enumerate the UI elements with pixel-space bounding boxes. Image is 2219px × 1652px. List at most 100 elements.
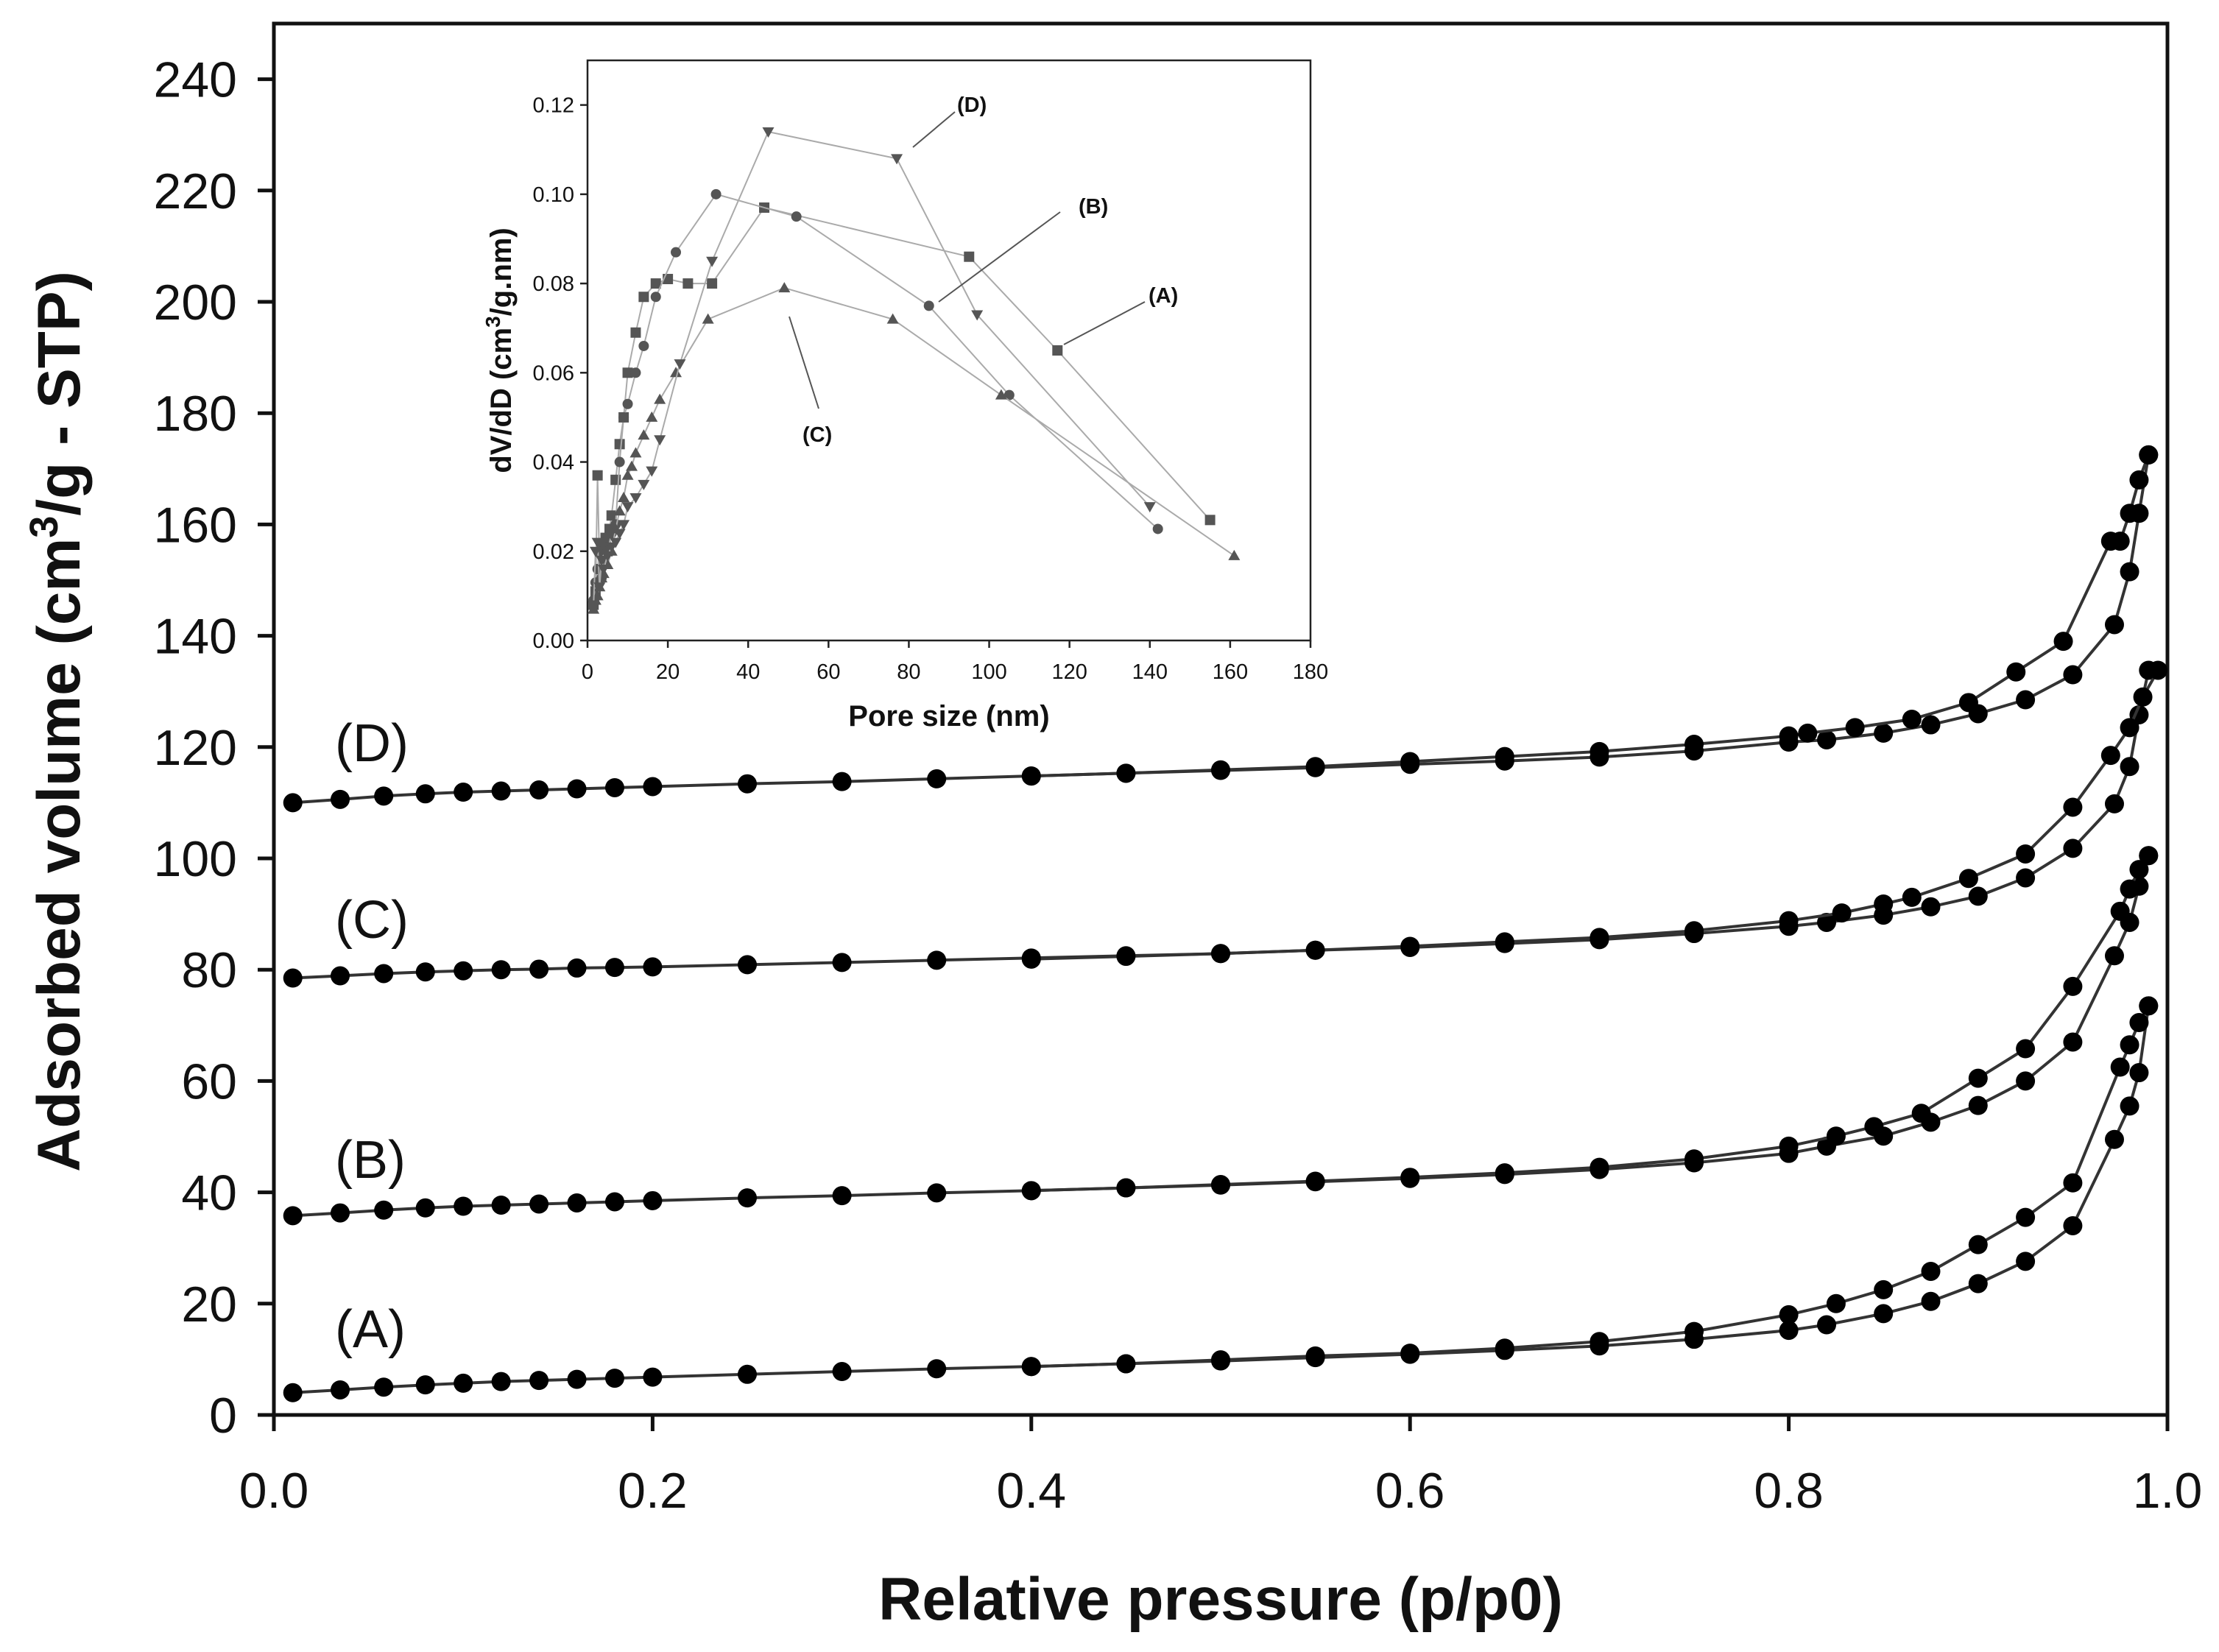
inset-data-point bbox=[596, 555, 608, 566]
main-data-point bbox=[1400, 1168, 1420, 1187]
main-y-tick-label: 80 bbox=[181, 942, 237, 998]
main-data-point bbox=[2016, 1071, 2036, 1091]
inset-data-point bbox=[614, 456, 625, 467]
inset-data-point bbox=[606, 510, 617, 521]
main-data-point bbox=[1968, 1274, 1988, 1293]
main-data-point bbox=[1400, 752, 1420, 772]
inset-series-label-a: (A) bbox=[1149, 284, 1178, 308]
inset-data-point bbox=[613, 529, 626, 540]
main-series-label-a: (A) bbox=[335, 1300, 406, 1359]
main-data-point bbox=[283, 1383, 303, 1402]
main-data-point bbox=[529, 1194, 549, 1214]
inset-data-point bbox=[638, 292, 649, 303]
main-data-point bbox=[567, 1369, 587, 1389]
main-y-tick-label: 120 bbox=[154, 720, 237, 776]
main-data-point bbox=[1826, 1293, 1846, 1313]
main-data-point bbox=[2016, 844, 2036, 864]
main-data-point bbox=[567, 779, 587, 799]
inset-data-point bbox=[629, 447, 642, 458]
main-data-point bbox=[1400, 936, 1420, 956]
inset-y-tick-label: 0.00 bbox=[533, 629, 574, 653]
main-data-point bbox=[1921, 1261, 1941, 1281]
main-data-point bbox=[491, 960, 511, 980]
main-data-point bbox=[567, 958, 587, 978]
main-data-point bbox=[2053, 632, 2073, 652]
main-data-point bbox=[1495, 932, 1514, 952]
main-data-point bbox=[1211, 1175, 1230, 1195]
inset-data-point bbox=[626, 460, 638, 471]
main-data-point bbox=[643, 1190, 663, 1210]
main-data-point bbox=[415, 1375, 435, 1395]
main-data-point bbox=[2100, 532, 2120, 551]
main-y-tick-label: 60 bbox=[181, 1053, 237, 1109]
main-data-point bbox=[604, 777, 624, 797]
main-data-point bbox=[2063, 665, 2083, 685]
inset-data-point bbox=[591, 537, 604, 548]
inset-data-point bbox=[702, 313, 714, 324]
main-data-point bbox=[2120, 504, 2139, 523]
main-data-point bbox=[2063, 1173, 2083, 1193]
main-data-point bbox=[1116, 763, 1136, 783]
inset-data-point bbox=[923, 300, 934, 311]
main-data-point bbox=[2016, 1207, 2036, 1227]
main-data-point bbox=[2016, 690, 2036, 710]
inset-x-tick-label: 40 bbox=[736, 660, 760, 684]
inset-data-point bbox=[1143, 502, 1156, 513]
inset-data-point bbox=[650, 292, 661, 303]
main-data-point bbox=[1826, 1126, 1846, 1146]
inset-data-point bbox=[589, 546, 602, 557]
main-data-point bbox=[491, 1372, 511, 1391]
main-data-point bbox=[2120, 757, 2139, 777]
main-y-tick-label: 40 bbox=[181, 1165, 237, 1221]
main-data-point bbox=[1305, 1171, 1325, 1191]
main-data-point bbox=[415, 1198, 435, 1218]
main-y-tick-label: 200 bbox=[154, 275, 237, 331]
main-y-tick-label: 140 bbox=[154, 609, 237, 665]
inset-y-tick-label: 0.02 bbox=[533, 540, 574, 564]
main-data-point bbox=[2063, 839, 2083, 858]
main-data-point bbox=[1921, 1291, 1941, 1311]
inset-data-point bbox=[964, 251, 975, 262]
main-data-point bbox=[738, 774, 757, 794]
main-data-point bbox=[1779, 911, 1799, 931]
main-data-point bbox=[643, 957, 663, 977]
main-data-point bbox=[1779, 1321, 1799, 1341]
main-data-point bbox=[1779, 1136, 1799, 1156]
main-data-point bbox=[1874, 723, 1894, 743]
main-data-point bbox=[1817, 1315, 1837, 1335]
main-data-point bbox=[454, 1196, 473, 1216]
main-data-point bbox=[2006, 662, 2026, 682]
main-data-point bbox=[2139, 996, 2159, 1016]
main-data-point bbox=[2063, 1215, 2083, 1235]
inset-data-point bbox=[638, 479, 650, 490]
main-data-point bbox=[454, 961, 473, 981]
main-data-point bbox=[2148, 660, 2168, 680]
main-data-point bbox=[529, 1371, 549, 1391]
main-y-tick-label: 100 bbox=[154, 831, 237, 887]
main-data-point bbox=[1305, 1346, 1325, 1366]
main-y-tick-label: 220 bbox=[154, 163, 237, 219]
main-data-point bbox=[1116, 947, 1136, 967]
inset-data-point bbox=[630, 367, 641, 378]
main-series-c bbox=[283, 660, 2168, 988]
main-data-point bbox=[2120, 1096, 2139, 1116]
inset-data-point bbox=[971, 310, 984, 321]
main-data-point bbox=[1921, 715, 1941, 735]
main-data-point bbox=[2100, 746, 2120, 766]
main-data-point bbox=[1590, 1157, 1609, 1177]
inset-data-point bbox=[1228, 549, 1241, 560]
inset-data-point bbox=[638, 340, 649, 351]
inset-leader-b bbox=[938, 211, 1061, 303]
inset-x-tick-label: 160 bbox=[1213, 660, 1248, 684]
main-data-point bbox=[1798, 723, 1818, 743]
inset-data-point bbox=[1204, 515, 1216, 526]
main-data-point bbox=[2016, 868, 2036, 888]
main-data-point bbox=[738, 1364, 757, 1384]
main-y-tick-label: 20 bbox=[181, 1277, 237, 1332]
inset-data-point bbox=[650, 278, 661, 289]
main-data-point bbox=[2120, 1035, 2139, 1055]
main-data-point bbox=[2129, 470, 2149, 490]
main-data-point bbox=[454, 783, 473, 802]
inset-data-point bbox=[1152, 523, 1163, 534]
